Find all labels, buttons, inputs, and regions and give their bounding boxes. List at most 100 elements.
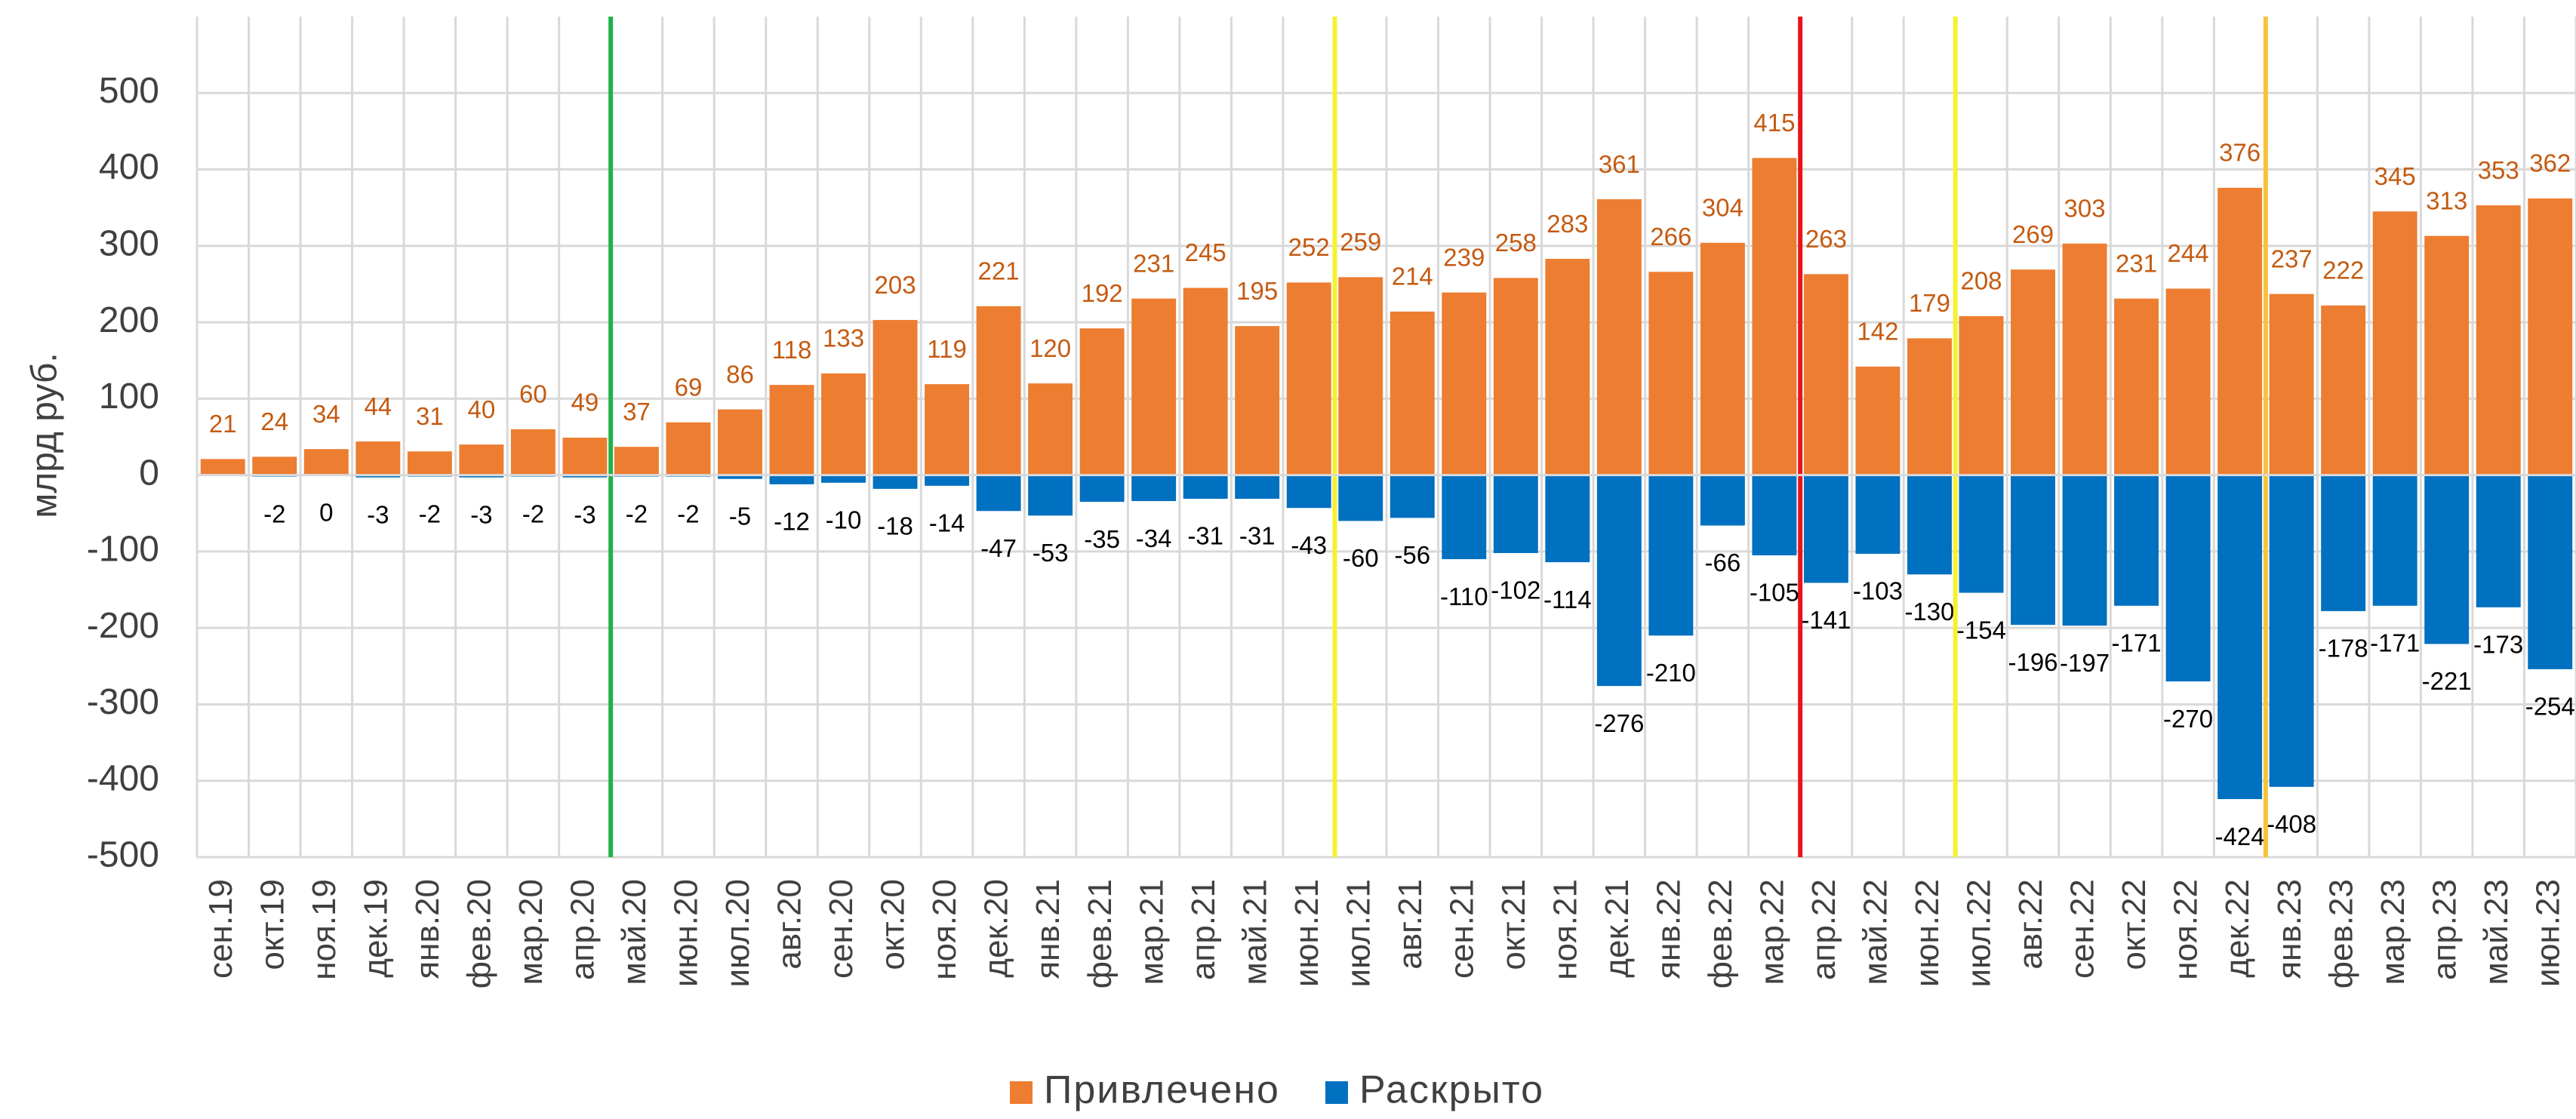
bar <box>2114 298 2159 475</box>
bar <box>1752 158 1797 475</box>
bar <box>1235 326 1280 475</box>
data-label: -31 <box>1187 522 1223 550</box>
x-tick-label: апр.20 <box>565 879 602 980</box>
data-label: 31 <box>416 402 444 430</box>
bar <box>1338 277 1383 475</box>
data-label: 353 <box>2478 156 2519 184</box>
y-tick-label: -500 <box>87 835 159 875</box>
x-tick-label: окт.19 <box>254 879 291 970</box>
bar <box>2011 269 2055 475</box>
data-label: 60 <box>519 380 547 408</box>
bar <box>303 449 349 475</box>
bar <box>2372 211 2418 475</box>
data-label: -270 <box>2163 705 2213 733</box>
data-label: -53 <box>1033 539 1069 567</box>
x-tick-label: май.20 <box>616 879 653 985</box>
data-label: 283 <box>1547 210 1588 238</box>
bar <box>2114 475 2159 606</box>
data-label: 245 <box>1185 238 1226 266</box>
data-label: 203 <box>875 271 916 299</box>
data-label: 231 <box>2116 249 2157 277</box>
data-label: 133 <box>823 324 864 352</box>
x-tick-label: май.23 <box>2478 879 2515 985</box>
bar <box>2269 475 2314 787</box>
data-label: -60 <box>1343 544 1379 572</box>
bar <box>407 451 452 475</box>
data-label: 269 <box>2012 220 2054 248</box>
bar <box>2269 294 2314 475</box>
data-label: -43 <box>1291 531 1327 559</box>
bar <box>2424 235 2470 475</box>
bar <box>2372 475 2418 606</box>
bar <box>2217 187 2263 475</box>
data-label: -210 <box>1646 659 1696 687</box>
x-tick-label: июн.23 <box>2529 879 2566 987</box>
data-label: -197 <box>2060 649 2110 677</box>
data-label: -130 <box>1904 598 1954 626</box>
data-label: 195 <box>1236 277 1278 305</box>
data-label: -34 <box>1136 524 1172 552</box>
bar <box>718 475 762 479</box>
data-label: 21 <box>209 410 237 438</box>
x-tick-label: янв.23 <box>2271 879 2308 979</box>
bar <box>1648 272 1694 475</box>
data-label: 37 <box>623 398 651 426</box>
bar <box>1079 475 1125 503</box>
data-label: -66 <box>1705 549 1741 576</box>
data-label: -14 <box>929 509 965 537</box>
data-label: 237 <box>2271 244 2313 272</box>
bar <box>2165 288 2211 475</box>
data-label: -3 <box>470 500 492 528</box>
bar <box>2476 475 2521 607</box>
x-tick-label: фев.23 <box>2322 879 2359 988</box>
x-tick-label: сен.21 <box>1443 879 1480 979</box>
x-tick-label: фев.22 <box>1702 879 1739 988</box>
bar <box>1131 475 1177 502</box>
data-label: -5 <box>729 502 751 530</box>
data-label: 266 <box>1650 223 1691 251</box>
data-label: -2 <box>263 500 285 527</box>
data-label: 119 <box>927 335 967 363</box>
bar <box>2062 243 2107 475</box>
bar <box>1390 311 1435 475</box>
bar <box>925 384 970 475</box>
x-tick-label: июл.21 <box>1340 879 1377 987</box>
bar <box>1803 475 1848 583</box>
legend-swatch <box>1325 1081 1348 1104</box>
bar <box>1700 242 1745 475</box>
bar <box>2528 475 2573 669</box>
data-label: 222 <box>2322 257 2364 284</box>
x-tick-label: ноя.19 <box>306 879 343 980</box>
bar <box>2165 475 2211 682</box>
bar <box>666 422 711 475</box>
y-tick-label: 400 <box>99 147 159 187</box>
data-label: 86 <box>726 360 754 388</box>
bar <box>821 475 866 483</box>
data-label: -2 <box>677 500 699 527</box>
data-label: -31 <box>1239 522 1276 550</box>
bar <box>1493 278 1538 475</box>
x-tick-label: июн.22 <box>1909 879 1946 987</box>
data-label: 252 <box>1288 233 1330 261</box>
bar <box>2062 475 2107 626</box>
bar <box>769 385 814 475</box>
bar <box>1596 475 1642 687</box>
x-tick-label: ноя.22 <box>2168 879 2205 980</box>
x-tick-label: янв.22 <box>1650 879 1687 979</box>
x-tick-label: апр.23 <box>2426 879 2463 980</box>
x-tick-label: янв.21 <box>1029 879 1066 979</box>
data-label: -221 <box>2422 667 2472 695</box>
data-label: -12 <box>774 508 810 536</box>
data-label: 192 <box>1082 279 1123 307</box>
data-label: -2 <box>626 500 648 527</box>
bar <box>976 475 1021 512</box>
legend-label: Привлечено <box>1044 1068 1280 1112</box>
data-label: -276 <box>1594 709 1644 737</box>
data-label: 313 <box>2426 186 2467 214</box>
data-label: -178 <box>2319 635 2368 662</box>
data-label: -3 <box>574 500 596 528</box>
data-label: -171 <box>2112 629 2162 657</box>
data-label: 120 <box>1029 334 1071 362</box>
data-label: -196 <box>2008 648 2057 676</box>
y-tick-label: 300 <box>99 223 159 263</box>
